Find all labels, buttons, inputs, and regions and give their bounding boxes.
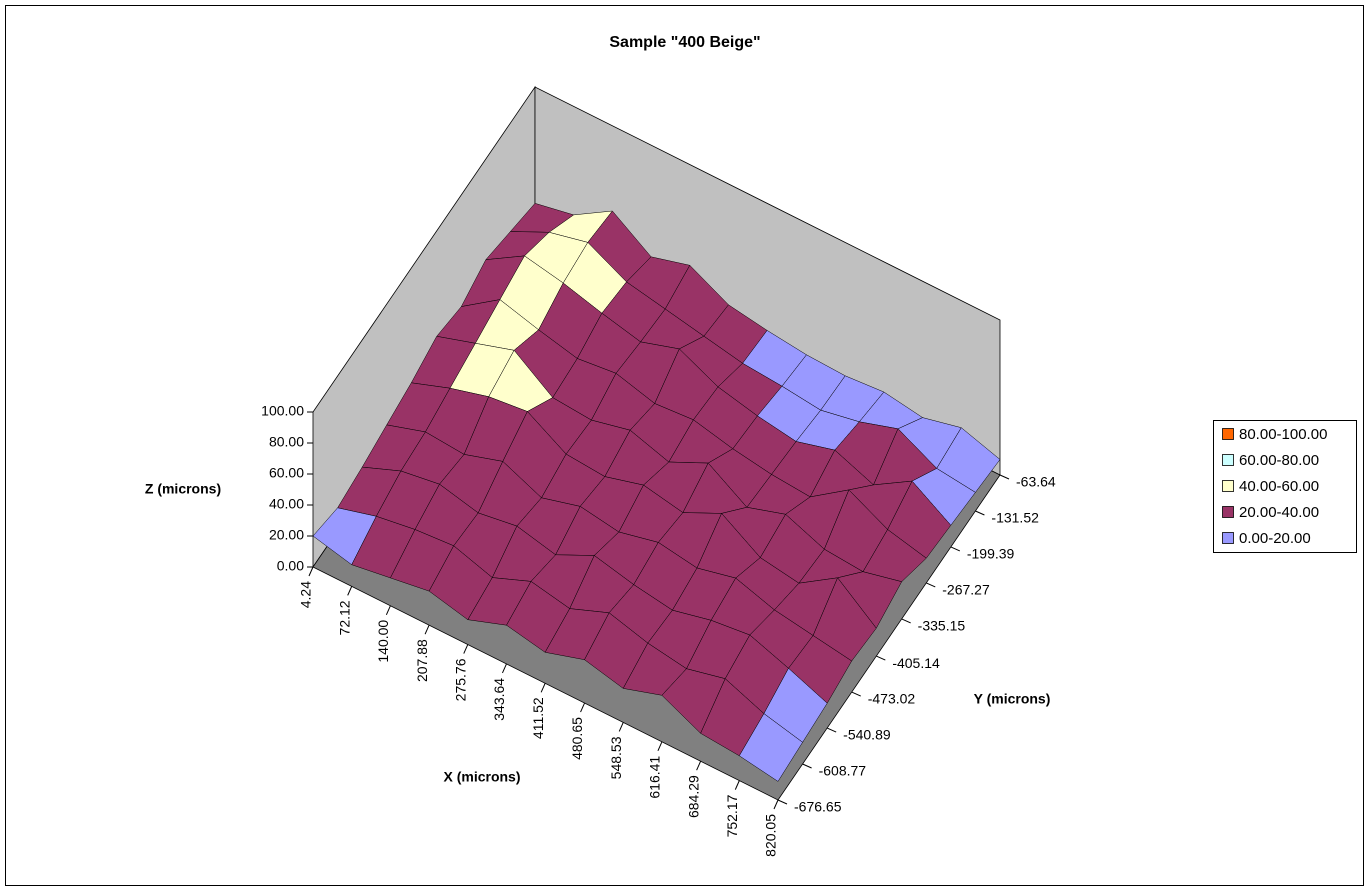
legend-label: 60.00-80.00 xyxy=(1239,452,1319,469)
x-axis-label: X (microns) xyxy=(443,769,520,785)
y-tick-label: -473.02 xyxy=(868,691,916,707)
legend-swatch xyxy=(1223,455,1234,466)
y-tick-label: -199.39 xyxy=(967,546,1015,562)
x-tick-label: 207.88 xyxy=(414,639,430,682)
y-tick-label: -676.65 xyxy=(794,799,842,815)
x-tick-label: 4.24 xyxy=(298,581,314,608)
y-axis-label: Y (microns) xyxy=(974,691,1051,707)
legend-swatch xyxy=(1223,481,1234,492)
legend-swatch xyxy=(1223,533,1234,544)
x-tick-label: 820.05 xyxy=(763,814,779,857)
z-tick-label: 60.00 xyxy=(269,465,304,481)
z-axis-label: Z (microns) xyxy=(145,481,221,497)
x-tick-label: 411.52 xyxy=(530,697,546,739)
x-tick-label: 275.76 xyxy=(453,658,469,701)
x-tick-label: 72.12 xyxy=(336,600,352,635)
legend-swatch xyxy=(1223,429,1234,440)
y-tick-label: -608.77 xyxy=(819,763,867,779)
y-tick-label: -405.14 xyxy=(892,655,940,671)
z-tick-label: 100.00 xyxy=(261,403,304,419)
x-tick-label: 343.64 xyxy=(491,678,507,721)
x-tick-label: 480.65 xyxy=(569,717,585,760)
chart: Sample "400 Beige" X (microns) Y (micron… xyxy=(0,0,1369,886)
legend-label: 0.00-20.00 xyxy=(1239,530,1311,547)
legend-label: 40.00-60.00 xyxy=(1239,478,1319,495)
y-tick-label: -335.15 xyxy=(918,618,966,634)
y-tick-label: -267.27 xyxy=(942,582,990,598)
y-tick-label: -131.52 xyxy=(991,510,1039,526)
y-tick-label: -63.64 xyxy=(1016,474,1056,490)
x-tick-label: 684.29 xyxy=(685,775,701,818)
z-tick-label: 20.00 xyxy=(269,527,304,543)
x-tick-label: 616.41 xyxy=(647,756,663,799)
z-tick-label: 80.00 xyxy=(269,434,304,450)
legend-label: 80.00-100.00 xyxy=(1239,426,1327,443)
x-tick-label: 548.53 xyxy=(608,736,624,779)
z-tick-label: 40.00 xyxy=(269,496,304,512)
x-tick-label: 752.17 xyxy=(724,794,740,837)
z-tick-label: 0.00 xyxy=(277,558,304,574)
legend-swatch xyxy=(1223,507,1234,518)
legend-label: 20.00-40.00 xyxy=(1239,504,1319,521)
chart-title: Sample "400 Beige" xyxy=(609,34,760,51)
x-tick-label: 140.00 xyxy=(375,620,391,663)
y-tick-label: -540.89 xyxy=(843,727,891,743)
